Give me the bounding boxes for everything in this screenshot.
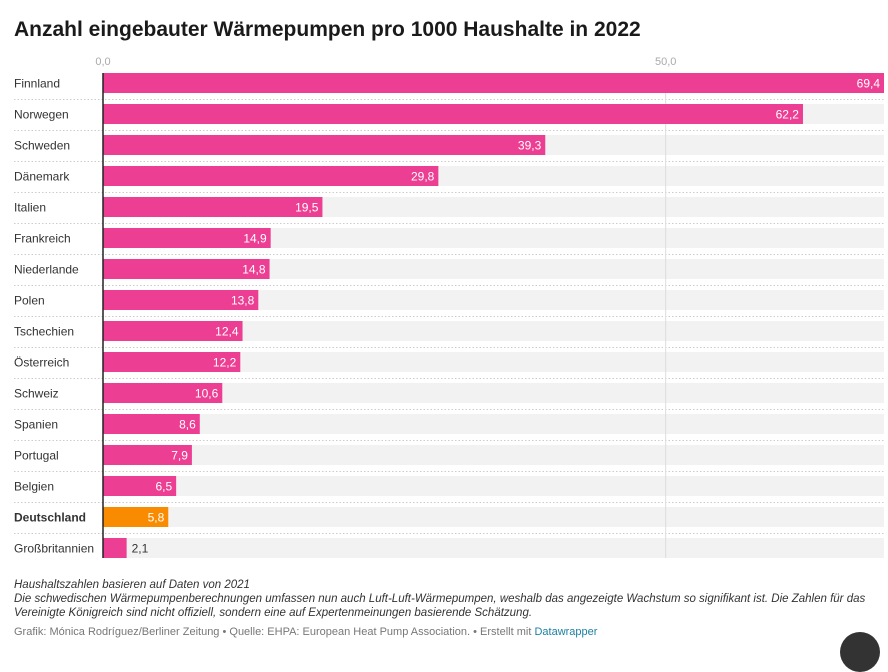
bar-track [103,476,884,496]
category-label: Schweden [14,139,70,153]
bar-track [103,290,884,310]
category-label: Tschechien [14,325,74,339]
bar [103,228,271,248]
category-label: Deutschland [14,511,86,525]
category-label: Belgien [14,480,54,494]
category-label: Schweiz [14,387,59,401]
value-label: 10,6 [195,387,219,401]
category-label: Spanien [14,418,58,432]
category-label: Österreich [14,356,69,370]
category-label: Großbritannien [14,542,94,556]
bar-track [103,321,884,341]
bar-track [103,538,884,558]
bar [103,507,169,527]
bar-track [103,259,884,279]
bar-chart: 0,0 50,0 Finnland 69,4 Norwegen 62,2 Schweden 3… [14,56,884,558]
category-label: Finnland [14,77,60,91]
bar-track [103,507,884,527]
bar [103,73,884,93]
value-label: 5,8 [148,511,165,525]
category-label: Norwegen [14,108,69,122]
tick-label: 50,0 [655,56,676,68]
datawrapper-link[interactable]: Datawrapper [534,626,598,638]
value-label: 69,4 [857,77,881,91]
value-label: 19,5 [295,201,319,215]
category-label: Frankreich [14,232,71,246]
floating-button[interactable] [840,632,880,672]
bar [103,104,803,124]
bar [103,414,200,434]
byline: Grafik: Mónica Rodríguez/Berliner Zeitun… [14,626,597,638]
note-line: Haushaltszahlen basieren auf Daten von 2… [14,579,250,591]
bar [103,321,243,341]
value-label: 29,8 [411,170,435,184]
bar [103,445,192,465]
bar-track [103,383,884,403]
bar-track [103,445,884,465]
category-label: Polen [14,294,45,308]
note-line: Die schwedischen Wärmepumpenberechnungen… [14,593,866,619]
bar [103,290,259,310]
bar-track [103,228,884,248]
value-label: 62,2 [776,108,800,122]
value-label: 2,1 [132,542,149,556]
tick-label: 0,0 [95,56,110,68]
bar-track [103,414,884,434]
category-label: Italien [14,201,46,215]
value-label: 14,8 [242,263,266,277]
value-label: 8,6 [179,418,196,432]
category-label: Portugal [14,449,59,463]
bar [103,383,223,403]
value-label: 12,2 [213,356,237,370]
category-label: Niederlande [14,263,79,277]
chart-title: Anzahl eingebauter Wärmepumpen pro 1000 … [14,18,641,41]
value-label: 13,8 [231,294,255,308]
bar [103,476,177,496]
bar [103,352,241,372]
value-label: 39,3 [518,139,542,153]
byline-text: Grafik: Mónica Rodríguez/Berliner Zeitun… [14,626,535,638]
bar-track [103,352,884,372]
value-label: 6,5 [155,480,172,494]
bar [103,166,439,186]
chart-notes: Haushaltszahlen basieren auf Daten von 2… [14,578,884,620]
value-label: 14,9 [243,232,267,246]
bar [103,197,323,217]
value-label: 12,4 [215,325,239,339]
bar [103,135,546,155]
category-label: Dänemark [14,170,70,184]
value-label: 7,9 [171,449,188,463]
bar [103,538,127,558]
bar [103,259,270,279]
